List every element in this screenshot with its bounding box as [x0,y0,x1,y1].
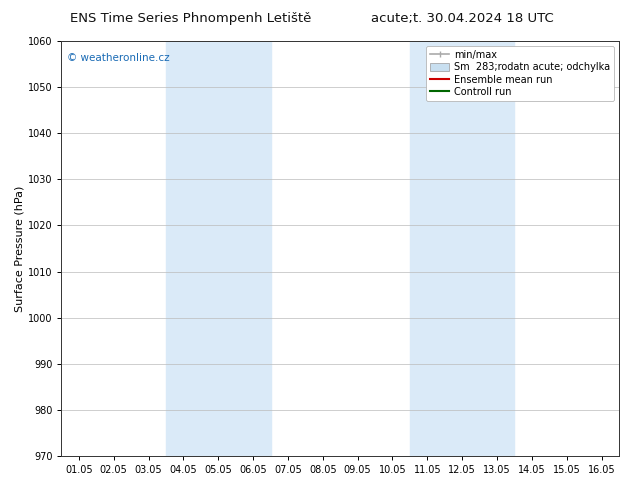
Text: © weatheronline.cz: © weatheronline.cz [67,53,170,64]
Bar [410,41,514,456]
Legend: min/max, Sm  283;rodatn acute; odchylka, Ensemble mean run, Controll run: min/max, Sm 283;rodatn acute; odchylka, … [426,46,614,101]
Bar [166,41,271,456]
Text: ENS Time Series Phnompenh Letiště: ENS Time Series Phnompenh Letiště [70,12,311,25]
Text: acute;t. 30.04.2024 18 UTC: acute;t. 30.04.2024 18 UTC [372,12,554,25]
Y-axis label: Surface Pressure (hPa): Surface Pressure (hPa) [15,185,25,312]
